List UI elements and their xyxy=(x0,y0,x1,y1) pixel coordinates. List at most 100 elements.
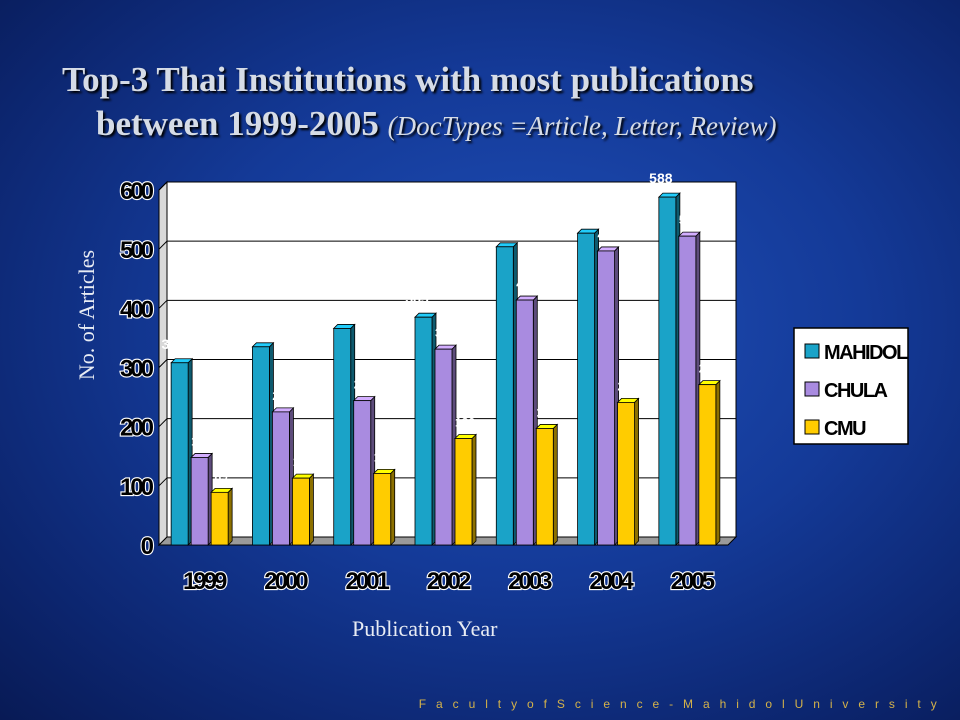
data-label: 244 xyxy=(354,378,374,392)
bar-side xyxy=(552,423,558,546)
bar-top xyxy=(352,396,376,402)
legend-item: CMU xyxy=(804,418,868,440)
bar-side xyxy=(309,473,314,546)
bar-front xyxy=(597,250,615,546)
bar-front xyxy=(414,316,433,546)
bar-front xyxy=(170,362,189,546)
data-label: 308 xyxy=(161,336,185,352)
data-label: 522 xyxy=(679,213,699,227)
bar-top xyxy=(657,192,681,198)
y-tick-label: 600 xyxy=(120,178,154,205)
bar-side xyxy=(634,397,639,546)
legend-swatch xyxy=(804,419,820,435)
bar-top xyxy=(454,434,477,439)
data-labels: 308 148 89 335 225 113 366 244 121 385 331 180 504 41… xyxy=(161,170,719,483)
data-label: 385 xyxy=(405,290,429,306)
bar xyxy=(372,468,396,546)
bar-top xyxy=(332,324,356,329)
y-axis-label: No. of Articles xyxy=(74,249,99,381)
data-label: 331 xyxy=(435,326,455,340)
x-tick-label: 2003 xyxy=(508,568,552,595)
data-label: 271 xyxy=(699,362,719,376)
bar-top xyxy=(414,312,437,318)
bar xyxy=(170,357,194,546)
gridline xyxy=(158,359,736,368)
bar-front xyxy=(535,428,554,546)
bar-top xyxy=(271,407,295,413)
bar-front xyxy=(454,438,473,546)
bar-top xyxy=(372,469,396,474)
data-label: 497 xyxy=(598,228,618,242)
gridline xyxy=(158,299,736,309)
bar xyxy=(454,433,477,546)
bar-top xyxy=(576,228,600,234)
y-tick-label: 0 xyxy=(141,533,154,560)
bar-top xyxy=(251,342,275,348)
bar-top xyxy=(535,424,559,429)
bar-top xyxy=(515,295,539,301)
title-line-2: between 1999-2005 (DocTypes =Article, Le… xyxy=(62,102,922,148)
data-label: 588 xyxy=(649,170,673,186)
legend-swatch xyxy=(804,381,820,397)
y-tick-label: 100 xyxy=(120,474,154,501)
bar-front xyxy=(577,232,595,546)
bar-top xyxy=(190,453,214,458)
data-label: 89 xyxy=(214,469,228,483)
title-main-2: between 1999-2005 xyxy=(96,104,379,143)
data-label: 148 xyxy=(191,434,211,448)
bars xyxy=(170,192,721,546)
bar-side xyxy=(471,433,477,546)
bar xyxy=(697,379,721,546)
bar-front xyxy=(333,328,352,546)
bar-front xyxy=(658,196,677,546)
bar xyxy=(414,312,437,546)
bar xyxy=(515,295,539,546)
x-tick-label: 2004 xyxy=(589,568,634,595)
bar-front xyxy=(190,457,209,546)
bar-side xyxy=(227,487,233,546)
bar xyxy=(352,395,376,546)
bar-front xyxy=(272,411,290,546)
bar xyxy=(210,487,234,546)
gridline xyxy=(158,181,736,191)
bar xyxy=(657,192,681,546)
x-tick-label: 2000 xyxy=(264,568,308,595)
bar-top xyxy=(596,246,620,252)
legend-swatch xyxy=(804,343,820,359)
bar xyxy=(271,406,295,546)
x-tick-label: 2002 xyxy=(427,568,471,595)
y-tick-label: 500 xyxy=(120,237,154,264)
bar-top xyxy=(616,398,640,403)
bar-front xyxy=(434,348,453,546)
data-label: 225 xyxy=(272,389,292,403)
bar-top xyxy=(697,380,721,386)
bar-top xyxy=(291,473,315,479)
bar-top xyxy=(677,231,701,237)
bar-front xyxy=(210,491,229,546)
bar xyxy=(332,323,356,546)
data-label: 121 xyxy=(374,450,394,464)
x-axis-label: Publication Year xyxy=(352,616,498,641)
data-label: 366 xyxy=(324,301,348,317)
gridline xyxy=(158,240,736,250)
data-label: 527 xyxy=(568,206,592,222)
bar xyxy=(576,228,600,546)
legend-label: CMU xyxy=(824,418,866,440)
bar-front xyxy=(678,235,697,546)
data-label: 241 xyxy=(618,379,638,393)
legend-item: CHULA xyxy=(804,380,889,402)
bar xyxy=(291,473,315,546)
y-tick-label: 300 xyxy=(120,356,154,383)
gridline xyxy=(158,418,736,428)
bar-front xyxy=(698,384,717,546)
x-tick-label: 2005 xyxy=(671,568,715,595)
x-tick-label: 2001 xyxy=(346,568,390,595)
data-label: 113 xyxy=(293,455,313,469)
legend-item: MAHIDOL xyxy=(804,342,910,364)
bar-top xyxy=(170,358,194,364)
bar-top xyxy=(210,487,234,493)
data-label: 414 xyxy=(516,277,536,291)
bar xyxy=(495,241,519,546)
title-line-1: Top-3 Thai Institutions with most public… xyxy=(62,60,754,99)
